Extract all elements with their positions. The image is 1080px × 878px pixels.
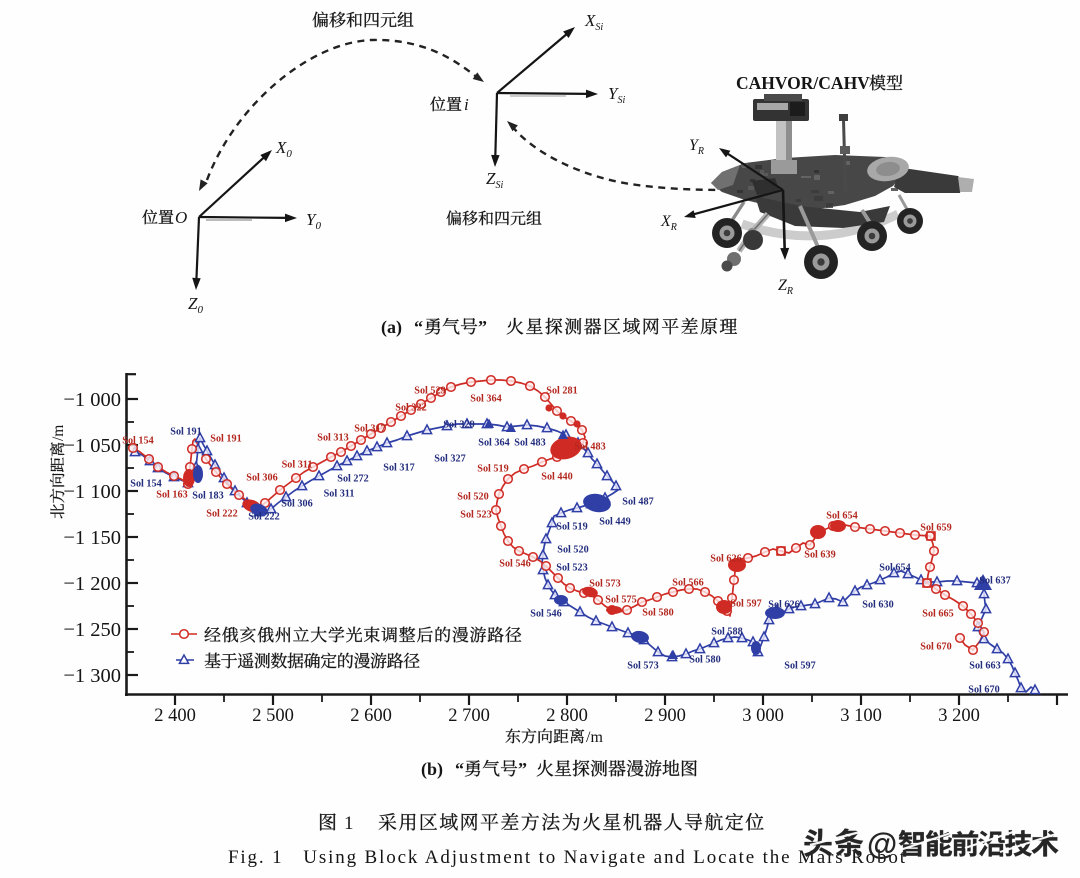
svg-text:Sol 281: Sol 281 <box>546 386 577 397</box>
svg-text:Sol 573: Sol 573 <box>627 661 658 672</box>
svg-text:Sol 317: Sol 317 <box>354 424 385 435</box>
svg-text:Sol 306: Sol 306 <box>281 499 312 510</box>
svg-text:Sol 580: Sol 580 <box>689 655 720 666</box>
svg-text:3 100: 3 100 <box>840 706 882 726</box>
svg-text:“: “ <box>414 317 423 337</box>
svg-text:−1 050: −1 050 <box>63 435 121 457</box>
svg-text:−1 250: −1 250 <box>63 619 121 641</box>
svg-text:2 800: 2 800 <box>546 706 588 726</box>
svg-text:Sol 327: Sol 327 <box>434 454 465 465</box>
svg-text:2 500: 2 500 <box>252 706 294 726</box>
svg-text:@: @ <box>867 826 897 861</box>
svg-text:Sol 663: Sol 663 <box>969 661 1000 672</box>
svg-text:Sol 626: Sol 626 <box>710 554 741 565</box>
svg-text:Sol 520: Sol 520 <box>557 545 588 556</box>
svg-text:”: ” <box>478 317 487 337</box>
svg-text:Sol 566: Sol 566 <box>672 578 703 589</box>
svg-text:Sol 364: Sol 364 <box>478 438 509 449</box>
svg-text:Sol 487: Sol 487 <box>622 497 653 508</box>
svg-text:”: ” <box>518 759 527 779</box>
svg-text:Sol 191: Sol 191 <box>210 434 241 445</box>
svg-text:−1 100: −1 100 <box>63 481 121 503</box>
svg-text:Sol 626: Sol 626 <box>768 600 799 611</box>
svg-text:Sol 597: Sol 597 <box>730 599 761 610</box>
svg-text:Sol 364: Sol 364 <box>470 394 501 405</box>
svg-text:Sol 546: Sol 546 <box>530 609 561 620</box>
svg-text:−1 200: −1 200 <box>63 573 121 595</box>
svg-text:−1 000: −1 000 <box>63 389 121 411</box>
svg-text:Sol 191: Sol 191 <box>170 427 201 438</box>
svg-text:Sol 659: Sol 659 <box>920 523 951 534</box>
svg-text:1: 1 <box>344 813 354 834</box>
svg-text:CAHVOR/CAHV: CAHVOR/CAHV <box>736 73 870 93</box>
svg-text:Sol 665: Sol 665 <box>922 609 953 620</box>
svg-text:Sol 154: Sol 154 <box>130 479 161 490</box>
svg-text:Sol 311: Sol 311 <box>324 489 355 500</box>
svg-text:/m: /m <box>50 425 67 441</box>
svg-text:2 400: 2 400 <box>154 706 196 726</box>
svg-text:Sol 670: Sol 670 <box>920 642 951 653</box>
svg-text:Sol 588: Sol 588 <box>711 627 742 638</box>
svg-text:Sol 580: Sol 580 <box>642 608 673 619</box>
svg-text:Sol 546: Sol 546 <box>499 559 530 570</box>
svg-text:Sol 630: Sol 630 <box>862 600 893 611</box>
svg-text:(a): (a) <box>381 317 402 338</box>
svg-text:Sol 329: Sol 329 <box>443 420 474 431</box>
svg-text:Fig. 1 Using Block Adjustmen: Fig. 1 Using Block Adjustment to Navigat… <box>228 847 906 868</box>
svg-text:Sol 322: Sol 322 <box>395 403 426 414</box>
svg-text:Sol 222: Sol 222 <box>206 509 237 520</box>
svg-text:3 000: 3 000 <box>742 706 784 726</box>
svg-text:Sol 520: Sol 520 <box>457 492 488 503</box>
svg-text:Sol 222: Sol 222 <box>248 512 279 523</box>
svg-text:Sol 529: Sol 529 <box>414 386 445 397</box>
svg-text:3 200: 3 200 <box>938 706 980 726</box>
svg-text:Sol 272: Sol 272 <box>337 474 368 485</box>
svg-text:Sol 483: Sol 483 <box>514 438 545 449</box>
svg-text:Sol 449: Sol 449 <box>599 517 630 528</box>
svg-text:Sol 313: Sol 313 <box>317 433 348 444</box>
svg-text:−1 300: −1 300 <box>63 665 121 687</box>
svg-text:Sol 654: Sol 654 <box>879 563 910 574</box>
svg-text:Sol 154: Sol 154 <box>122 436 153 447</box>
svg-text:Sol 440: Sol 440 <box>541 472 572 483</box>
svg-text:Sol 483: Sol 483 <box>574 442 605 453</box>
svg-text:Sol 639: Sol 639 <box>804 550 835 561</box>
svg-text:2 900: 2 900 <box>644 706 686 726</box>
svg-text:(b): (b) <box>421 759 443 780</box>
svg-text:Sol 670: Sol 670 <box>968 685 999 696</box>
svg-text:Sol 519: Sol 519 <box>477 464 508 475</box>
svg-text:Sol 311: Sol 311 <box>282 460 313 471</box>
svg-text:“: “ <box>455 759 464 779</box>
svg-text:Sol 306: Sol 306 <box>246 473 277 484</box>
svg-text:Sol 523: Sol 523 <box>460 510 491 521</box>
svg-text:2 700: 2 700 <box>448 706 490 726</box>
svg-text:Sol 654: Sol 654 <box>826 511 857 522</box>
svg-text:Sol 575: Sol 575 <box>605 595 636 606</box>
svg-text:Sol 519: Sol 519 <box>556 522 587 533</box>
svg-text:Sol 163: Sol 163 <box>156 490 187 501</box>
svg-text:−1 150: −1 150 <box>63 527 121 549</box>
svg-text:O: O <box>175 208 187 227</box>
svg-text:Sol 183: Sol 183 <box>192 491 223 502</box>
svg-text:i: i <box>464 95 469 114</box>
svg-text:Sol 523: Sol 523 <box>556 563 587 574</box>
svg-text:Sol 597: Sol 597 <box>784 661 815 672</box>
svg-text:/m: /m <box>586 729 603 746</box>
svg-text:Sol 637: Sol 637 <box>979 576 1010 587</box>
svg-text:Sol 573: Sol 573 <box>589 579 620 590</box>
svg-text:2 600: 2 600 <box>350 706 392 726</box>
svg-text:Sol 317: Sol 317 <box>383 463 414 474</box>
